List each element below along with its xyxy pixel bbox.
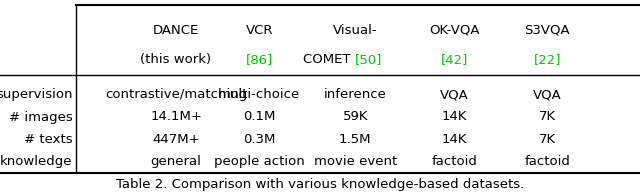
Text: factoid: factoid <box>431 155 477 168</box>
Text: 0.3M: 0.3M <box>243 133 275 146</box>
Text: 7K: 7K <box>539 111 556 123</box>
Text: [86]: [86] <box>246 53 273 66</box>
Text: supervision: supervision <box>0 88 72 101</box>
Text: OK-VQA: OK-VQA <box>429 24 479 37</box>
Text: 59K: 59K <box>342 111 368 123</box>
Text: 1.5M: 1.5M <box>339 133 371 146</box>
Text: multi-choice: multi-choice <box>218 88 300 101</box>
Text: S3VQA: S3VQA <box>524 24 570 37</box>
Text: DANCE: DANCE <box>153 24 199 37</box>
Text: # images: # images <box>8 111 72 123</box>
Text: COMET: COMET <box>303 53 355 66</box>
Text: (this work): (this work) <box>140 53 212 66</box>
Text: VQA: VQA <box>533 88 561 101</box>
Text: 7K: 7K <box>539 133 556 146</box>
Text: [22]: [22] <box>534 53 561 66</box>
Text: knowledge: knowledge <box>0 155 72 168</box>
Text: Visual-: Visual- <box>333 24 378 37</box>
Text: 14.1M+: 14.1M+ <box>150 111 202 123</box>
Text: 14K: 14K <box>442 111 467 123</box>
Text: factoid: factoid <box>524 155 570 168</box>
Text: VCR: VCR <box>246 24 273 37</box>
Text: people action: people action <box>214 155 305 168</box>
Text: 14K: 14K <box>442 133 467 146</box>
Text: movie event: movie event <box>314 155 397 168</box>
Text: # texts: # texts <box>24 133 72 146</box>
Text: VQA: VQA <box>440 88 468 101</box>
Text: inference: inference <box>324 88 387 101</box>
Text: 447M+: 447M+ <box>152 133 200 146</box>
Text: 0.1M: 0.1M <box>243 111 275 123</box>
Text: Table 2. Comparison with various knowledge-based datasets.: Table 2. Comparison with various knowled… <box>116 178 524 191</box>
Text: general: general <box>150 155 202 168</box>
Text: [50]: [50] <box>355 53 383 66</box>
Text: [42]: [42] <box>441 53 468 66</box>
Text: contrastive/matching: contrastive/matching <box>105 88 247 101</box>
